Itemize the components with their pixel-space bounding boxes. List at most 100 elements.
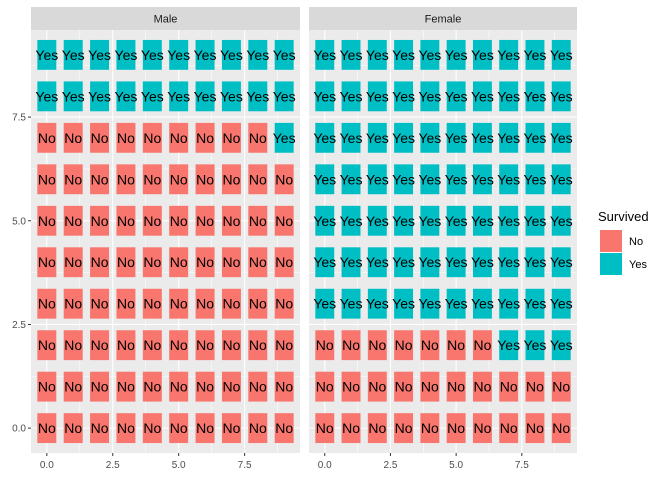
tile-label: Yes [392, 130, 415, 146]
tile-yes [525, 164, 545, 195]
y-tick-label: 2.5 [12, 320, 26, 331]
tile-label: Yes [471, 88, 494, 104]
tile-label: Yes [418, 171, 441, 187]
tile-no [472, 371, 492, 402]
tile-no [248, 413, 268, 444]
tile-label: Yes [445, 88, 468, 104]
tile-yes [142, 81, 162, 112]
tile-no [499, 371, 519, 402]
tile-label: Yes [88, 47, 111, 63]
tile-no [90, 205, 110, 236]
tile-label: Yes [471, 47, 494, 63]
tile-label: No [117, 420, 135, 436]
tile-no [274, 164, 294, 195]
tile-no [142, 330, 162, 361]
legend-label-yes: Yes [629, 259, 647, 271]
tile-label: No [249, 379, 267, 395]
tile-no [195, 164, 215, 195]
tile-yes [499, 122, 519, 153]
tile-no [195, 371, 215, 402]
tile-label: No [64, 420, 82, 436]
tile-label: Yes [366, 88, 389, 104]
tile-no [169, 413, 189, 444]
tile-no [221, 122, 241, 153]
tile-no [63, 413, 83, 444]
tile-label: No [38, 130, 56, 146]
tile-label: Yes [392, 47, 415, 63]
tile-label: No [38, 337, 56, 353]
tile-no [63, 122, 83, 153]
tile-yes [221, 81, 241, 112]
tile-label: No [143, 379, 161, 395]
tile-no [142, 164, 162, 195]
tile-no [63, 247, 83, 278]
tile-no [169, 288, 189, 319]
tile-no [90, 122, 110, 153]
tile-label: No [143, 254, 161, 270]
tile-label: Yes [524, 171, 547, 187]
tile-label: Yes [194, 88, 217, 104]
tile-label: Yes [141, 47, 164, 63]
tile-no [195, 247, 215, 278]
tile-label: No [91, 213, 109, 229]
tile-no [37, 247, 57, 278]
tile-no [472, 330, 492, 361]
tile-label: Yes [550, 47, 573, 63]
tile-yes [420, 205, 440, 236]
tile-label: Yes [418, 88, 441, 104]
tile-label: No [64, 130, 82, 146]
tile-yes [394, 81, 414, 112]
tile-label: Yes [340, 88, 363, 104]
tile-label: Yes [524, 296, 547, 312]
tile-yes [551, 122, 571, 153]
tile-label: No [421, 420, 439, 436]
tile-label: No [249, 130, 267, 146]
tile-label: No [38, 296, 56, 312]
tile-no [367, 371, 387, 402]
tile-label: Yes [313, 130, 336, 146]
tile-yes [446, 164, 466, 195]
tile-label: Yes [471, 254, 494, 270]
tile-no [367, 330, 387, 361]
tile-no [116, 164, 136, 195]
tile-no [446, 413, 466, 444]
tile-label: Yes [340, 296, 363, 312]
tile-label: Yes [220, 47, 243, 63]
tile-label: Yes [550, 254, 573, 270]
tile-label: Yes [471, 213, 494, 229]
tile-yes [499, 81, 519, 112]
tile-label: Yes [273, 88, 296, 104]
tile-label: No [196, 296, 214, 312]
tile-label: No [552, 420, 570, 436]
tile-label: No [249, 254, 267, 270]
tile-yes [221, 39, 241, 70]
tile-label: No [447, 420, 465, 436]
tile-label: No [117, 171, 135, 187]
tile-label: No [222, 420, 240, 436]
tile-no [248, 371, 268, 402]
tile-no [274, 288, 294, 319]
tile-label: No [447, 337, 465, 353]
tile-yes [551, 288, 571, 319]
tile-label: No [117, 296, 135, 312]
tile-label: Yes [497, 130, 520, 146]
tile-no [63, 205, 83, 236]
tile-yes [195, 81, 215, 112]
tile-no [341, 330, 361, 361]
tile-yes [551, 247, 571, 278]
tile-label: No [275, 213, 293, 229]
tile-no [274, 330, 294, 361]
tile-yes [63, 39, 83, 70]
tile-yes [142, 39, 162, 70]
tile-yes [499, 39, 519, 70]
tile-label: No [64, 254, 82, 270]
tile-label: No [196, 420, 214, 436]
tile-no [142, 205, 162, 236]
tile-no [116, 205, 136, 236]
tile-yes [315, 288, 335, 319]
tile-no [499, 413, 519, 444]
tile-no [221, 205, 241, 236]
tile-label: No [196, 254, 214, 270]
tile-label: Yes [497, 337, 520, 353]
tile-label: No [143, 337, 161, 353]
